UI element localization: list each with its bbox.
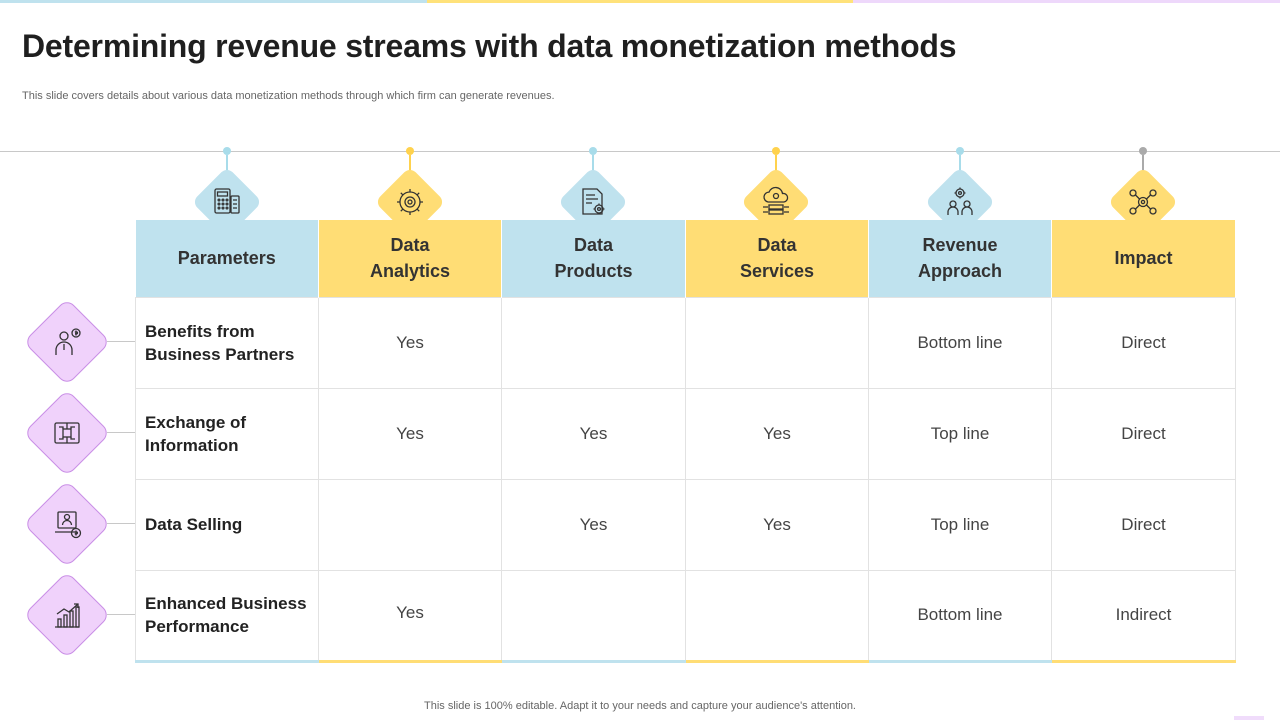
header-parameters: Parameters xyxy=(135,220,319,297)
document-gear-icon xyxy=(582,188,605,215)
header-data-products: Data Products xyxy=(501,220,686,297)
cell-products xyxy=(501,296,686,389)
column-marker-parameters xyxy=(135,147,318,247)
row-parameter: Data Selling xyxy=(135,478,319,571)
column-marker-products xyxy=(501,147,684,247)
cell-products xyxy=(501,569,686,663)
monetization-table: Parameters Data Analytics Data Products Da… xyxy=(135,220,1236,663)
cell-analytics: Yes xyxy=(318,387,502,480)
page-title: Determining revenue streams with data mo… xyxy=(22,28,957,64)
column-marker-analytics xyxy=(318,147,501,247)
cell-analytics xyxy=(318,478,502,571)
cell-services xyxy=(685,569,869,663)
businessman-money-icon xyxy=(55,328,81,355)
header-data-analytics: Data Analytics xyxy=(318,220,502,297)
table-row: Exchange of Information Yes Yes Yes Top l… xyxy=(135,387,1236,480)
row-marker-selling xyxy=(23,480,138,568)
table-row: Data Selling Yes Yes Top line Direct xyxy=(135,478,1236,571)
cell-impact: Direct xyxy=(1051,387,1236,480)
row-parameter: Benefits from Business Partners xyxy=(135,296,319,389)
table-header-row: Parameters Data Analytics Data Products Da… xyxy=(135,220,1236,297)
table-row: Benefits from Business Partners Yes Botto… xyxy=(135,296,1236,389)
cell-approach: Top line xyxy=(868,478,1052,571)
page-subtitle: This slide covers details about various … xyxy=(22,90,555,102)
cell-impact: Indirect xyxy=(1051,569,1236,663)
calculator-icon xyxy=(214,188,240,214)
row-parameter: Exchange of Information xyxy=(135,387,319,480)
table-row: Enhanced Business Performance Yes Bottom … xyxy=(135,569,1236,663)
cell-impact: Direct xyxy=(1051,478,1236,571)
cell-impact: Direct xyxy=(1051,296,1236,389)
cell-analytics: Yes xyxy=(318,296,502,389)
row-marker-partners xyxy=(23,298,138,386)
cell-analytics: Yes xyxy=(318,569,502,663)
header-revenue-approach: Revenue Approach xyxy=(868,220,1052,297)
circuit-exchange-icon xyxy=(54,422,80,444)
cell-services: Yes xyxy=(685,478,869,571)
column-marker-approach xyxy=(868,147,1051,247)
header-impact: Impact xyxy=(1051,220,1236,297)
growth-chart-icon xyxy=(55,603,80,628)
cell-approach: Bottom line xyxy=(868,296,1052,389)
laptop-dollar-icon xyxy=(55,511,82,539)
column-marker-services xyxy=(684,147,867,247)
cell-approach: Top line xyxy=(868,387,1052,480)
corner-accent xyxy=(1234,716,1264,720)
cell-products: Yes xyxy=(501,387,686,480)
network-money-icon xyxy=(1129,189,1157,215)
team-gear-icon xyxy=(947,187,973,215)
top-accent-bar xyxy=(0,0,1280,3)
row-marker-exchange xyxy=(23,389,138,477)
cell-services: Yes xyxy=(685,387,869,480)
gear-icon xyxy=(397,189,423,215)
header-data-services: Data Services xyxy=(685,220,869,297)
cell-products: Yes xyxy=(501,478,686,571)
row-marker-performance xyxy=(23,571,138,659)
cell-approach: Bottom line xyxy=(868,569,1052,663)
timeline-divider xyxy=(0,151,1280,152)
cell-services xyxy=(685,296,869,389)
column-marker-impact xyxy=(1051,147,1234,247)
cloud-server-icon xyxy=(763,186,789,215)
row-parameter: Enhanced Business Performance xyxy=(135,569,319,663)
footer-note: This slide is 100% editable. Adapt it to… xyxy=(424,700,856,712)
